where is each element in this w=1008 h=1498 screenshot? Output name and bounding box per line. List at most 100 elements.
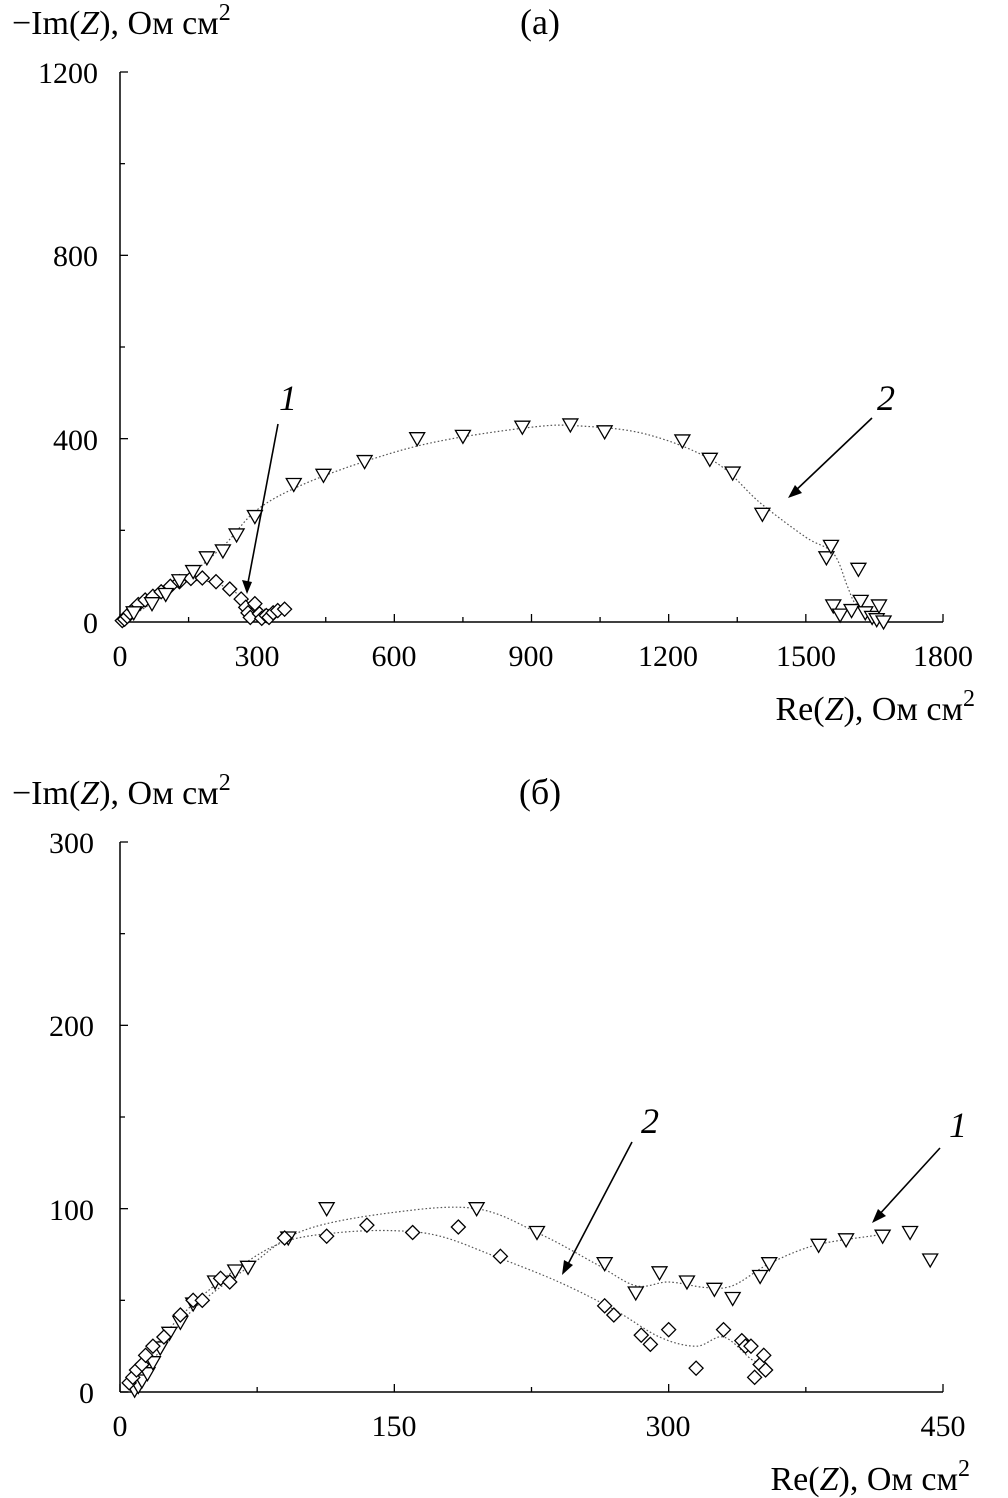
data-point-triangle-down [184,564,202,580]
data-point-triangle-down [125,606,143,622]
data-point-diamond [450,1219,467,1235]
y-tick-labels: 0 400 800 1200 [38,57,98,640]
y-tick-label: 1200 [38,57,98,90]
x-tick-label: 300 [235,640,280,673]
data-point-diamond [358,1217,375,1234]
data-points [121,1202,939,1399]
data-point-triangle-down [831,608,849,624]
x-tick-labels: 0 150 300 450 [113,1410,966,1443]
data-point-diamond [605,1307,622,1323]
data-point-triangle-down [468,1202,486,1217]
data-point-triangle-down [673,434,692,450]
x-tick-label: 450 [921,1410,966,1443]
data-point-triangle-down [227,528,246,544]
data-point-triangle-down [596,1257,614,1272]
data-point-triangle-down [822,539,840,555]
data-point-diamond [221,581,238,597]
curve-label-2: 2 [641,1101,659,1141]
data-point-triangle-down [138,1367,157,1382]
data-point-triangle-down [170,574,189,590]
panel-b: −Im(Z), Ом см2 (б) Re(Z), Ом см2 0 150 3… [12,770,970,1498]
data-point-triangle-down [874,615,893,631]
data-point-triangle-down [751,1269,769,1285]
panel-label: (а) [520,2,560,42]
x-tick-label: 1800 [913,640,973,673]
data-point-diamond [172,1307,189,1323]
x-tick-label: 150 [372,1410,417,1443]
data-point-diamond [276,601,293,618]
data-point-diamond [404,1224,421,1241]
curve-label-1: 1 [279,378,297,418]
data-point-diamond [318,1228,335,1245]
x-tick-labels: 0 300 600 900 1200 1500 1800 [113,640,974,673]
x-axis-label: Re(Z), Ом см2 [775,686,975,728]
data-point-diamond [746,1369,763,1386]
data-point-triangle-down [849,562,868,578]
fit-curve-2 [128,1229,765,1387]
data-point-triangle-down [678,1275,696,1291]
y-axis-label: −Im(Z), Ом см2 [12,0,231,42]
axis-ticks [119,841,944,1393]
y-tick-label: 300 [49,827,94,860]
x-tick-label: 1200 [638,640,698,673]
curve-label-1: 1 [949,1105,967,1145]
data-point-diamond [221,1274,238,1290]
fit-curve-2 [119,424,862,623]
annotation-arrow-2 [565,1141,633,1269]
data-point-triangle-down [239,1260,257,1276]
y-axis-label: −Im(Z), Ом см2 [12,770,231,812]
y-tick-label: 0 [79,1377,94,1410]
data-point-triangle-down [454,429,472,445]
x-tick-label: 900 [509,640,554,673]
data-point-triangle-down [842,603,861,619]
data-point-triangle-down [824,599,842,615]
y-tick-label: 400 [53,424,98,457]
data-point-triangle-down [561,418,579,434]
y-tick-labels: 0 100 200 300 [49,827,94,1410]
data-point-triangle-down [214,544,232,560]
data-point-triangle-down [596,425,614,441]
data-point-triangle-down [901,1225,919,1241]
data-point-triangle-down [701,452,719,468]
data-point-diamond [642,1336,659,1353]
x-tick-label: 600 [372,640,417,673]
data-point-diamond [596,1297,613,1314]
panel-a: −Im(Z), Ом см2 (а) Re(Z), Ом см2 0 300 6… [12,0,975,728]
data-point-triangle-down [226,1264,244,1280]
data-point-triangle-down [837,1233,855,1249]
data-point-triangle-down [650,1266,669,1282]
data-point-diamond [755,1347,772,1364]
annotation-arrow-2 [792,417,873,494]
curve-label-2: 2 [877,378,895,418]
x-tick-label: 1500 [776,640,836,673]
data-point-triangle-down [705,1282,724,1298]
y-tick-label: 100 [49,1194,94,1227]
data-point-triangle-down [760,1257,778,1272]
annotation-arrowhead-1 [872,1209,886,1223]
panel-label: (б) [519,772,561,812]
data-point-triangle-down [285,477,303,493]
data-point-triangle-down [318,1202,336,1217]
x-axis-label: Re(Z), Ом см2 [770,1456,970,1498]
fit-curve-1 [128,1206,889,1393]
x-tick-label: 0 [113,1410,128,1443]
data-point-triangle-down [513,420,531,436]
data-point-triangle-down [144,1356,162,1371]
data-point-triangle-down [724,1291,742,1307]
data-point-triangle-down [627,1286,645,1302]
data-point-diamond [633,1327,650,1344]
y-tick-label: 0 [83,607,98,640]
data-point-diamond [208,573,224,590]
data-point-triangle-down [921,1253,939,1269]
data-point-diamond [194,570,211,586]
y-tick-label: 200 [49,1010,94,1043]
data-point-triangle-down [198,551,216,567]
data-point-diamond [743,1338,759,1355]
data-point-diamond [137,1347,154,1364]
data-point-triangle-down [314,468,333,484]
data-point-diamond [194,1292,211,1309]
data-point-triangle-down [246,509,264,525]
data-point-diamond [660,1321,677,1338]
annotation-arrow-1 [246,423,279,589]
